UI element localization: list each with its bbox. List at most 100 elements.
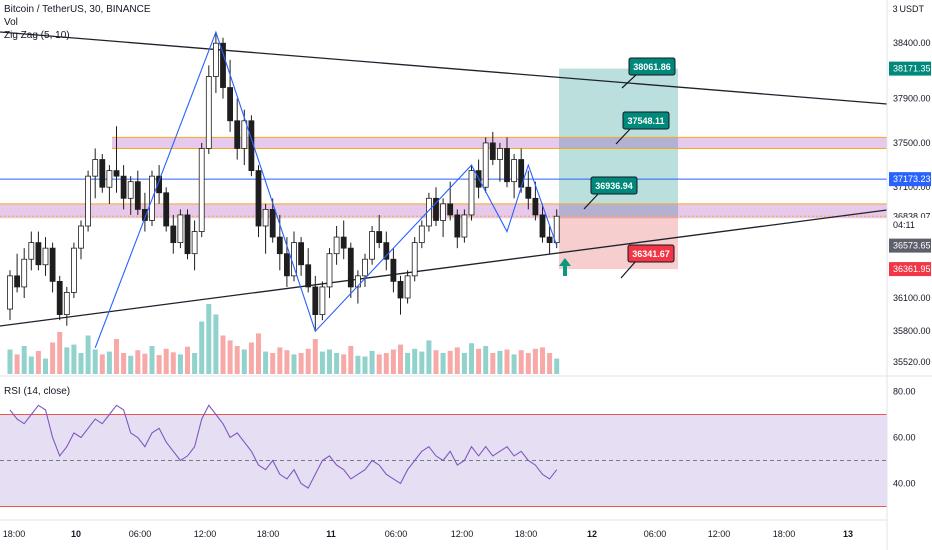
candle[interactable] <box>354 275 361 288</box>
candle[interactable] <box>525 186 532 199</box>
up-arrow-icon[interactable] <box>559 258 571 276</box>
candle[interactable] <box>312 286 319 316</box>
candle[interactable] <box>92 159 99 177</box>
candle[interactable] <box>546 236 553 244</box>
candle[interactable] <box>383 242 390 260</box>
candle[interactable] <box>56 280 63 316</box>
candle[interactable] <box>262 208 269 227</box>
candle[interactable] <box>156 175 163 194</box>
candle[interactable] <box>376 231 383 244</box>
price-tag[interactable] <box>889 217 931 232</box>
price-tag[interactable] <box>889 172 931 187</box>
candle[interactable] <box>163 192 170 227</box>
volume-bar <box>149 346 155 374</box>
candle[interactable] <box>269 208 276 238</box>
candle[interactable] <box>326 253 333 288</box>
indicator-rsi-label[interactable]: RSI (14, close) <box>4 386 71 397</box>
candle[interactable] <box>7 275 13 310</box>
callout-box[interactable] <box>622 111 670 130</box>
candle[interactable] <box>212 42 219 77</box>
ascending-trendline[interactable] <box>0 209 888 327</box>
candle[interactable] <box>283 253 290 277</box>
candle[interactable] <box>404 275 411 299</box>
indicator-zigzag-label[interactable]: Zig Zag (5, 10) <box>4 30 70 41</box>
candle[interactable] <box>298 242 305 266</box>
candle[interactable] <box>113 170 120 177</box>
price-tag[interactable] <box>889 238 931 253</box>
candle[interactable] <box>440 203 447 221</box>
candle[interactable] <box>468 170 475 216</box>
candle[interactable] <box>433 197 439 221</box>
rsi-axis-tick: 40.00 <box>893 479 916 489</box>
candle[interactable] <box>120 175 127 199</box>
resistance-band[interactable] <box>112 137 887 149</box>
candle[interactable] <box>78 225 84 249</box>
indicator-vol-label[interactable]: Vol <box>4 17 18 28</box>
candle[interactable] <box>241 120 248 149</box>
price-pane[interactable] <box>0 30 888 374</box>
candle[interactable] <box>276 236 283 255</box>
candle[interactable] <box>35 242 42 266</box>
candle[interactable] <box>177 214 184 244</box>
candle[interactable] <box>539 214 546 238</box>
candle[interactable] <box>141 208 148 221</box>
candle[interactable] <box>333 236 340 255</box>
candle[interactable] <box>28 242 35 260</box>
candle[interactable] <box>191 231 198 255</box>
candle[interactable] <box>63 292 70 316</box>
descending-trendline[interactable] <box>0 31 888 105</box>
candle[interactable] <box>319 286 326 316</box>
zigzag-line[interactable] <box>94 30 558 349</box>
candle[interactable] <box>390 258 397 282</box>
volume-bar <box>241 349 247 374</box>
candle[interactable] <box>220 42 226 88</box>
candle[interactable] <box>447 203 454 216</box>
candle[interactable] <box>504 148 510 183</box>
candle[interactable] <box>347 247 354 288</box>
time-axis-tick: 13 <box>843 529 853 539</box>
candle[interactable] <box>461 214 468 238</box>
candle[interactable] <box>553 215 560 244</box>
candle[interactable] <box>170 225 177 244</box>
candle[interactable] <box>411 242 418 277</box>
candle[interactable] <box>425 197 432 227</box>
candle[interactable] <box>71 247 77 293</box>
callout-box[interactable] <box>627 244 675 263</box>
candle[interactable] <box>255 170 262 227</box>
candle[interactable] <box>127 181 134 199</box>
price-tag[interactable] <box>889 262 931 277</box>
candle[interactable] <box>234 120 241 149</box>
candle[interactable] <box>184 214 191 255</box>
candle[interactable] <box>198 148 205 232</box>
candle[interactable] <box>454 214 461 238</box>
candle[interactable] <box>14 275 21 288</box>
price-tag[interactable] <box>889 61 931 76</box>
candle[interactable] <box>397 280 404 299</box>
rsi-line[interactable] <box>9 404 558 489</box>
candle[interactable] <box>305 264 312 288</box>
candle[interactable] <box>489 142 496 160</box>
candle[interactable] <box>227 87 234 122</box>
rsi-pane[interactable] <box>0 404 887 507</box>
candle[interactable] <box>369 231 376 260</box>
candle[interactable] <box>49 247 56 282</box>
candle[interactable] <box>482 142 489 188</box>
candle[interactable] <box>418 225 425 244</box>
candle[interactable] <box>205 76 212 149</box>
candle[interactable] <box>134 181 141 210</box>
price-tag-label: 04:11 <box>893 220 915 230</box>
callout-box[interactable] <box>628 57 676 76</box>
candle[interactable] <box>42 247 49 266</box>
candle[interactable] <box>496 148 503 160</box>
candle[interactable] <box>532 197 539 216</box>
candle[interactable] <box>511 159 518 183</box>
candle[interactable] <box>362 258 368 277</box>
candle[interactable] <box>340 236 347 249</box>
symbol-title[interactable]: Bitcoin / TetherUS, 30, BINANCE <box>4 4 151 15</box>
candle[interactable] <box>99 159 106 188</box>
callout-box[interactable] <box>590 176 638 195</box>
candle[interactable] <box>106 170 113 188</box>
candle[interactable] <box>21 258 28 288</box>
candle[interactable] <box>85 175 91 227</box>
